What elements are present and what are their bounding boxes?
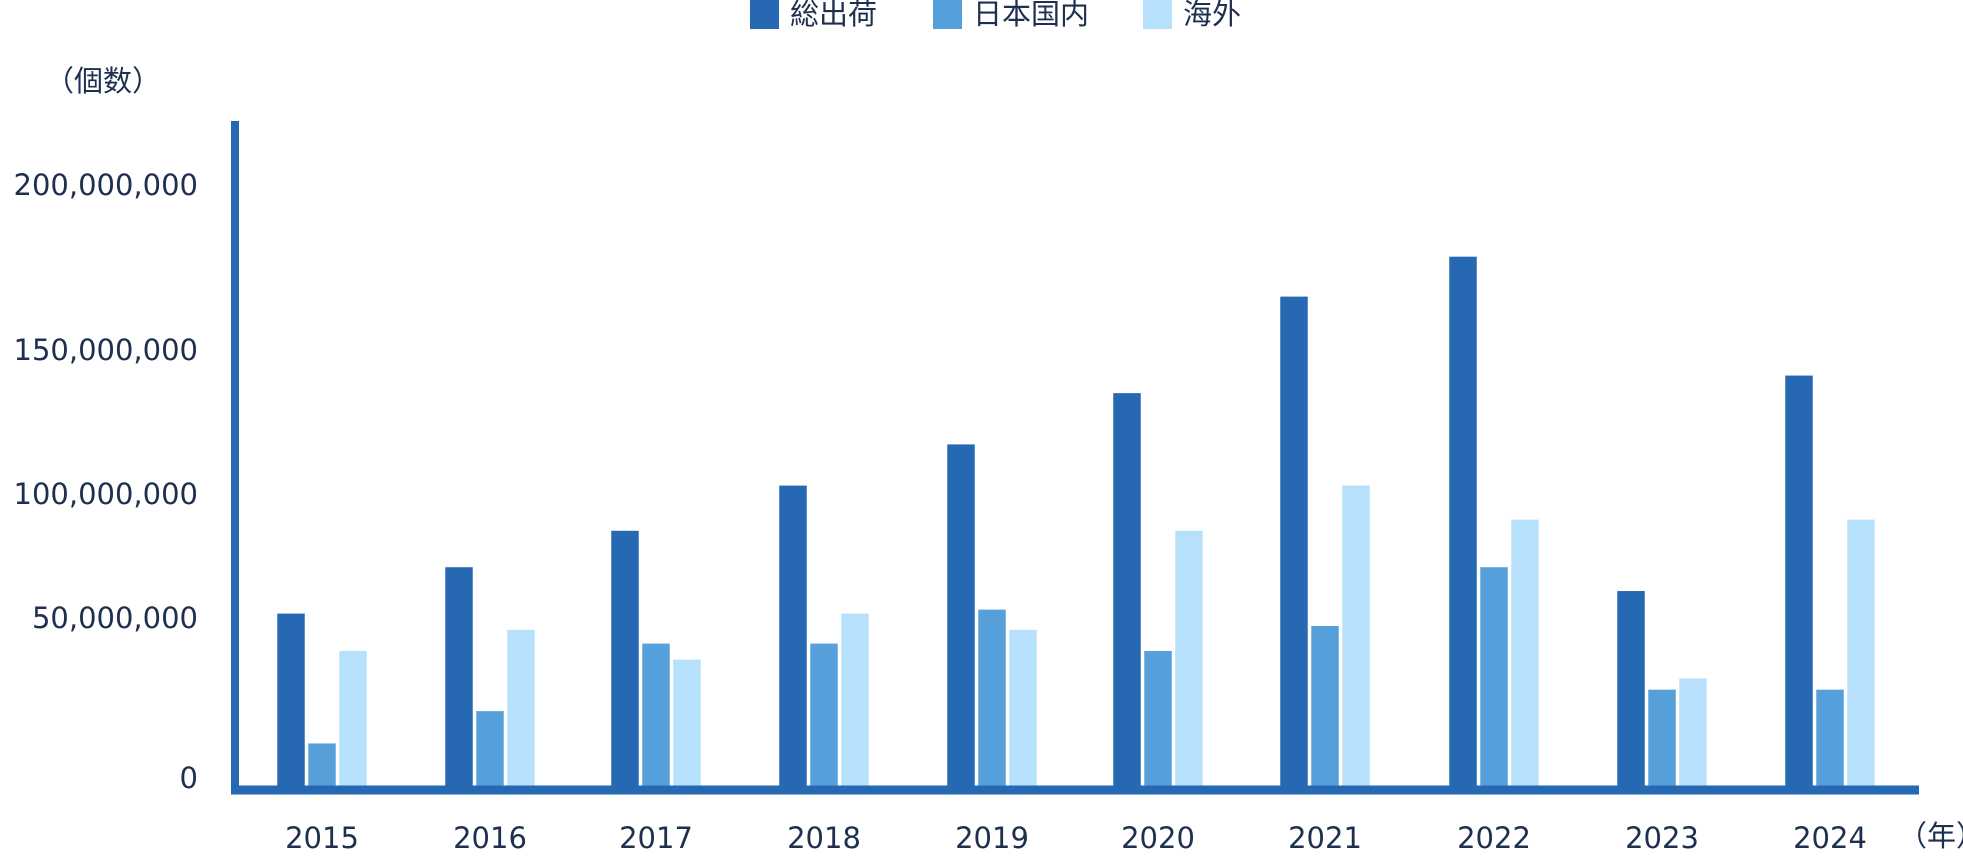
legend-label: 海外 (1183, 0, 1241, 31)
bar (1511, 519, 1539, 786)
x-tick-label: 2022 (1457, 821, 1531, 855)
bar (978, 609, 1006, 786)
bar (1847, 519, 1875, 786)
bar (1648, 689, 1676, 786)
x-tick-label: 2020 (1121, 821, 1195, 855)
x-tick-label: 2015 (285, 821, 359, 855)
x-tick-label: 2021 (1288, 821, 1362, 855)
bar (1449, 256, 1477, 786)
bar (1480, 567, 1508, 786)
y-tick-label: 200,000,000 (14, 168, 199, 202)
bar (841, 613, 869, 786)
x-tick-label: 2016 (453, 821, 527, 855)
x-tick-label: 2019 (955, 821, 1029, 855)
y-tick-label: 100,000,000 (14, 477, 199, 511)
bar (339, 650, 367, 786)
y-unit-label: （個数） (45, 64, 161, 98)
bar (1617, 591, 1645, 786)
bar (1280, 296, 1308, 786)
bar (642, 643, 670, 786)
x-unit-label: （年） (1898, 819, 1963, 853)
bar (507, 629, 535, 786)
legend-label: 総出荷 (790, 0, 877, 31)
bar (810, 643, 838, 786)
bar (476, 711, 504, 786)
legend-label: 日本国内 (973, 0, 1089, 31)
bar (947, 444, 975, 786)
x-tick-label: 2018 (787, 821, 861, 855)
bar (445, 567, 473, 786)
y-tick-label: 50,000,000 (32, 601, 198, 635)
bar (1785, 375, 1813, 786)
bar (611, 530, 639, 786)
bar (1113, 393, 1141, 786)
bar (1816, 689, 1844, 786)
bar (1144, 650, 1172, 786)
bar (308, 743, 336, 786)
x-tick-label: 2024 (1793, 821, 1867, 855)
bar (673, 659, 701, 786)
bar (1311, 626, 1339, 786)
x-tick-label: 2017 (619, 821, 693, 855)
legend-swatch (933, 0, 962, 29)
legend-swatch (750, 0, 779, 29)
bar (1342, 485, 1370, 786)
bar (277, 613, 305, 786)
legend-swatch (1143, 0, 1172, 29)
y-tick-label: 150,000,000 (14, 333, 199, 367)
bar (1175, 530, 1203, 786)
x-tick-label: 2023 (1625, 821, 1699, 855)
bar (1679, 678, 1707, 786)
y-tick-label: 0 (180, 761, 198, 795)
bar (1009, 629, 1037, 786)
bar (779, 485, 807, 786)
